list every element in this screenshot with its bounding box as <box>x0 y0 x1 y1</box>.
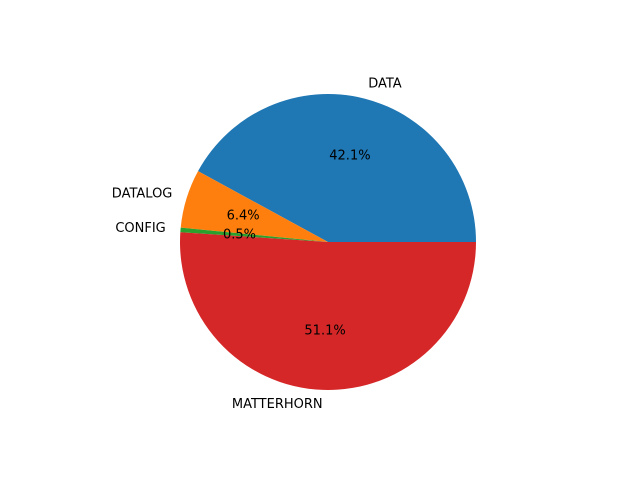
slice-label-matterhorn: MATTERHORN <box>232 397 323 412</box>
pie-slice-config <box>180 227 328 242</box>
pie-slices <box>180 93 477 390</box>
pct-label-matterhorn: 51.1% <box>304 323 345 338</box>
slice-label-data: DATA <box>368 77 402 92</box>
pie-labels: DATA 42.1% DATALOG 6.4% CONFIG 0.5% MATTERHORN… <box>112 77 402 412</box>
pie-slice-datalog <box>180 171 328 242</box>
pct-label-config: 0.5% <box>223 227 256 242</box>
slice-label-config: CONFIG <box>115 221 165 236</box>
pct-label-datalog: 6.4% <box>227 208 260 223</box>
pie-slice-matterhorn <box>180 232 477 390</box>
pct-label-data: 42.1% <box>329 148 370 163</box>
pie-slice-data <box>198 93 476 242</box>
slice-label-datalog: DATALOG <box>112 187 173 202</box>
